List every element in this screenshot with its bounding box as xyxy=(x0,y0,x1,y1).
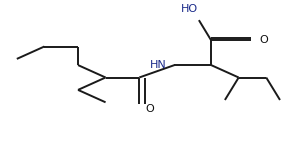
Text: HO: HO xyxy=(181,4,198,14)
Text: O: O xyxy=(146,104,154,113)
Text: O: O xyxy=(259,35,268,45)
Text: HN: HN xyxy=(150,60,167,70)
